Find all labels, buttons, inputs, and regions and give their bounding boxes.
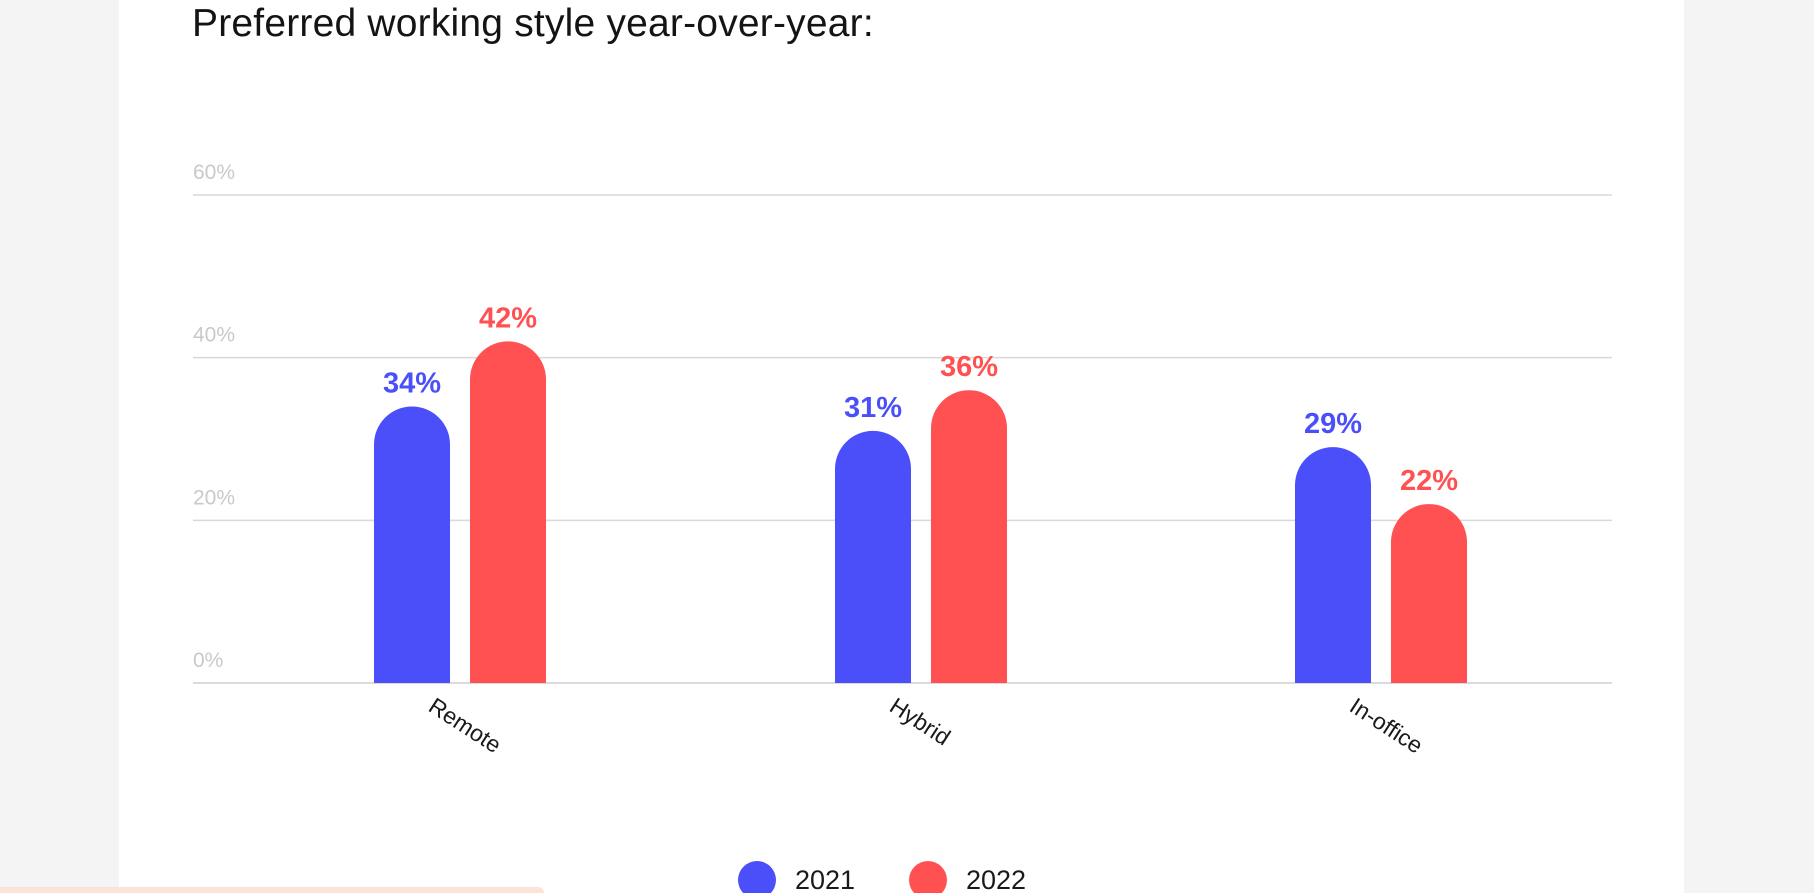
data-label: 31% — [844, 392, 902, 424]
bottom-banner-edge — [0, 887, 544, 893]
chart-title: Preferred working style year-over-year: — [192, 2, 874, 45]
bar-2021-remote — [374, 406, 450, 683]
x-tick-label: In-office — [1345, 692, 1427, 758]
legend-label: 2022 — [966, 865, 1026, 893]
data-label: 29% — [1304, 408, 1362, 440]
bar-2022-in-office — [1391, 504, 1467, 683]
bar-2021-hybrid — [835, 430, 911, 683]
y-tick-label: 60% — [193, 161, 235, 184]
bar-2022-hybrid — [931, 390, 1007, 683]
y-tick-label: 20% — [193, 486, 235, 509]
y-tick-label: 40% — [193, 324, 235, 347]
data-label: 22% — [1400, 465, 1458, 497]
legend-marker-2021 — [738, 861, 776, 893]
bar-2022-remote — [470, 341, 546, 683]
legend-label: 2021 — [795, 865, 855, 893]
bar-2021-in-office — [1295, 447, 1371, 683]
y-tick-label: 0% — [193, 649, 223, 672]
legend-marker-2022 — [909, 861, 947, 893]
x-tick-label: Remote — [424, 692, 506, 758]
data-label: 42% — [479, 302, 537, 334]
x-tick-label: Hybrid — [885, 692, 955, 750]
data-label: 34% — [383, 367, 441, 399]
data-label: 36% — [940, 351, 998, 383]
